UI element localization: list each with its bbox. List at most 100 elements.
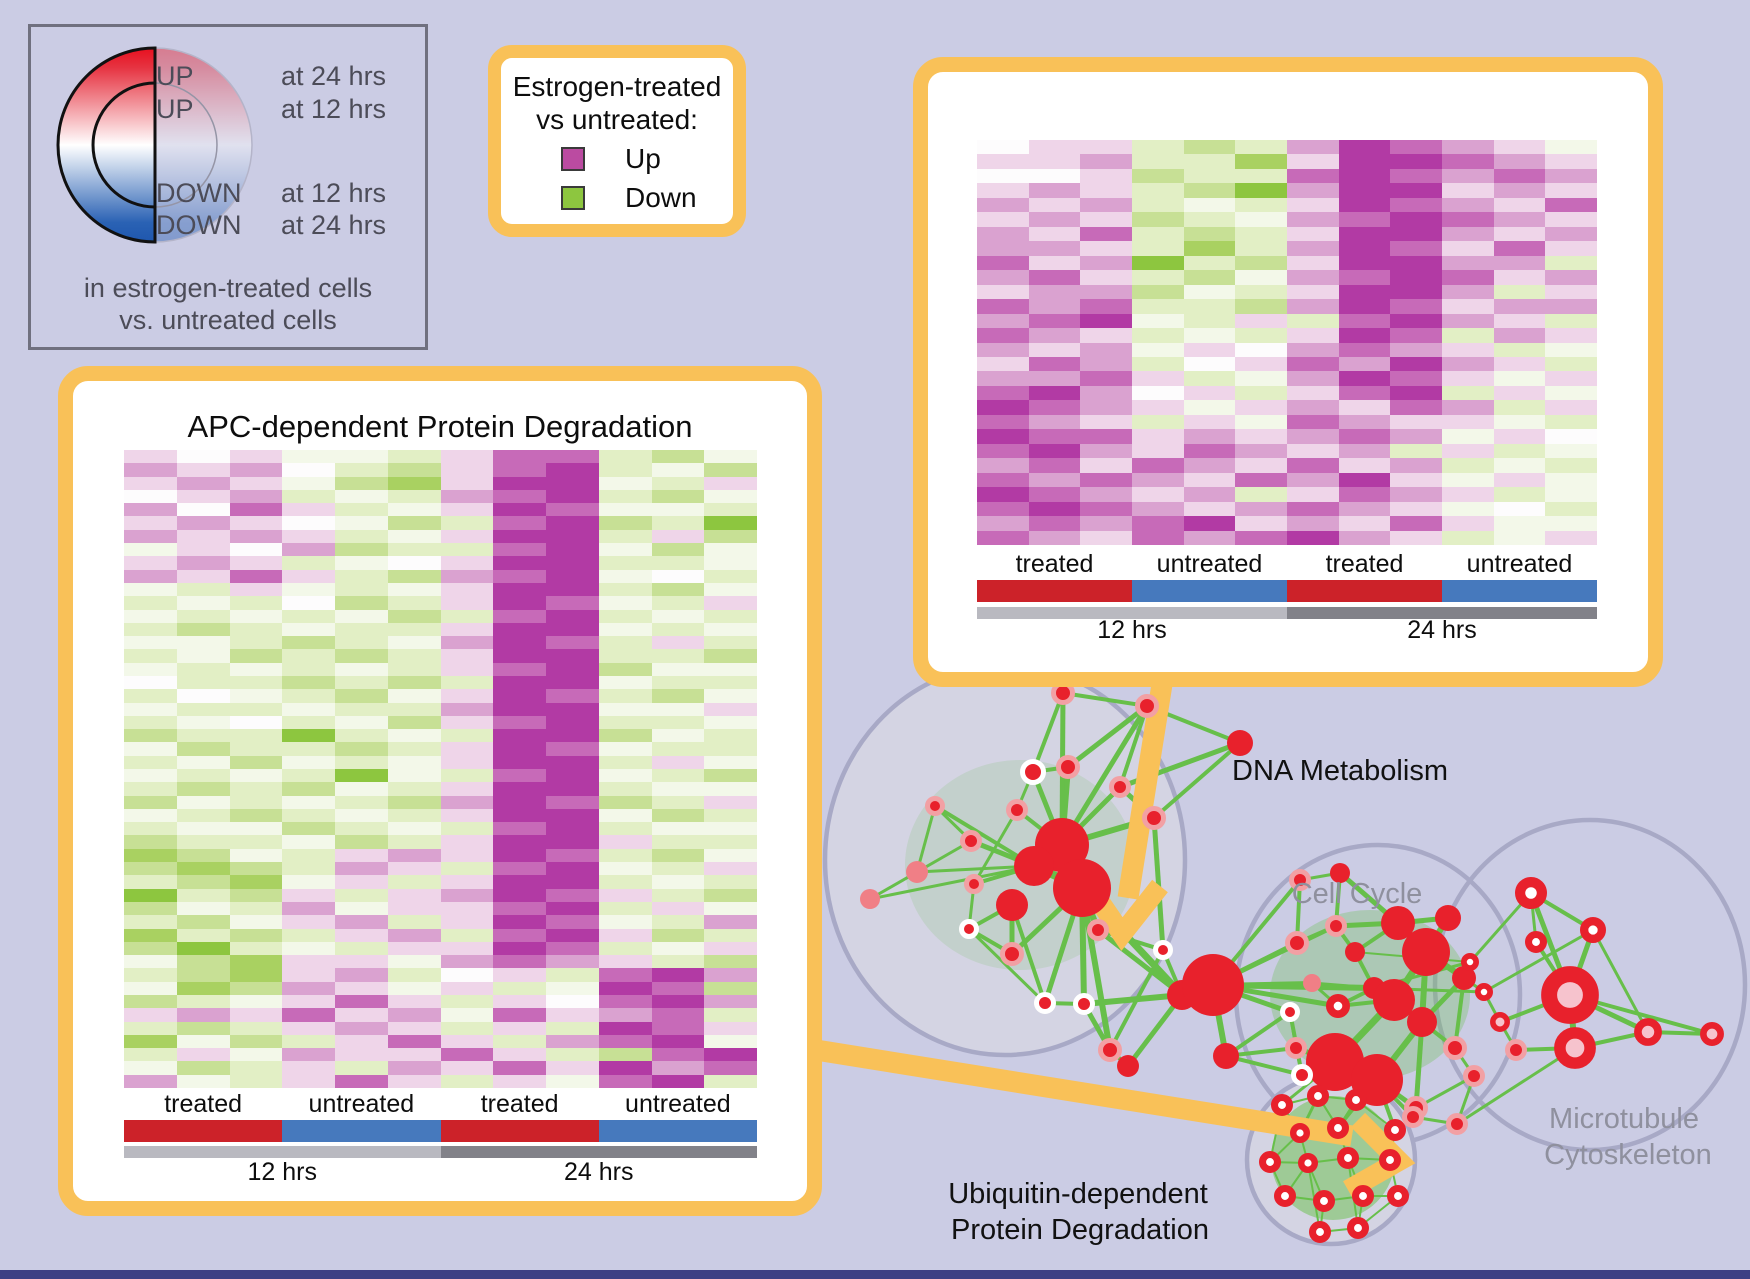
heatmap-cell [598, 994, 652, 1009]
heatmap-cell [1183, 197, 1236, 213]
heatmap-cell [1028, 400, 1081, 415]
heatmap-cell [1390, 270, 1442, 285]
heatmap-cell [546, 529, 599, 544]
network-node-pink-core [1554, 1027, 1596, 1069]
heatmap-cell [1132, 385, 1184, 401]
heatmap-cell [651, 529, 705, 544]
heatmap-cell [176, 596, 230, 610]
heatmap-cell [1080, 168, 1132, 184]
heatmap-cell [651, 888, 705, 902]
heatmap-cell [176, 755, 230, 769]
heatmap-cell [1493, 487, 1546, 502]
heatmap-cell [651, 622, 705, 637]
heatmap-cell [1493, 168, 1546, 184]
heatmap-cell [1235, 212, 1287, 227]
heatmap-cell [493, 689, 546, 703]
heatmap-cell [1338, 414, 1391, 430]
heatmap-cell [493, 556, 546, 570]
network-node-solid-red [996, 889, 1028, 921]
heatmap-cell [335, 888, 388, 902]
heatmap-cell [493, 503, 546, 517]
heatmap-cell [1442, 501, 1494, 517]
heatmap-cell [440, 994, 494, 1009]
heatmap-cell [176, 609, 230, 623]
heatmap-cell [282, 662, 335, 676]
network-node-pink-ring [1109, 776, 1131, 798]
heatmap-cell [1493, 530, 1546, 545]
heatmap-cell [387, 715, 441, 730]
heatmap-cell [1545, 516, 1597, 531]
heatmap-cell [229, 941, 283, 956]
heatmap-cell [229, 1021, 283, 1035]
heatmap-cell [651, 715, 705, 730]
heatmap-cell [704, 994, 757, 1009]
heatmap-cell [124, 981, 177, 995]
heatmap-cell [124, 729, 177, 743]
heatmap-cell [124, 1034, 177, 1049]
heatmap-cell [282, 955, 335, 969]
heatmap-cell [1442, 429, 1494, 444]
heatmap-cell [1545, 371, 1597, 386]
heatmap-cell [440, 915, 494, 929]
heatmap-cell [1183, 400, 1236, 415]
heatmap-cell [124, 928, 177, 942]
heatmap-cell [440, 609, 494, 623]
heatmap-cell [598, 795, 652, 809]
network-node-pink-ring [1325, 915, 1347, 937]
heatmap-cell [1028, 487, 1081, 502]
heatmap-cell [651, 994, 705, 1009]
heatmap-cell [546, 489, 599, 504]
heatmap-cell [229, 450, 283, 464]
network-edge [967, 927, 1047, 1005]
heatmap-cell [1390, 429, 1442, 444]
heatmap-cell [977, 197, 1029, 213]
heatmap-cell [977, 458, 1029, 473]
heatmap-cell [229, 755, 283, 769]
heatmap-cell [546, 822, 599, 836]
heatmap-cell [440, 742, 494, 756]
heatmap-cell [977, 255, 1029, 271]
network-node-pink-ring [1142, 806, 1166, 830]
network-edge [972, 809, 1019, 885]
network-node-pink-ring [964, 874, 984, 894]
heatmap-cell [493, 1074, 546, 1088]
heatmap-cell [598, 556, 652, 570]
heatmap-cell [1235, 516, 1287, 531]
arrow-apc-to-ubiquitin-shaft [814, 1039, 1354, 1147]
heatmap-cell [546, 795, 599, 809]
heatmap-cell [1390, 299, 1442, 314]
network-node-pink-ring [1446, 1113, 1468, 1135]
heatmap-cell [704, 875, 757, 889]
heatmap-cell [335, 529, 388, 544]
network-edge [1010, 904, 1047, 1004]
legend-down-24-time: at 24 hrs [281, 210, 387, 240]
heatmap-cell [1183, 284, 1236, 300]
heatmap-cell [1183, 487, 1236, 502]
heatmap-cell [282, 729, 335, 743]
heatmap-cell [1132, 328, 1184, 343]
microtubule-cluster [1432, 817, 1748, 1153]
network-node-pink-ring [1285, 1037, 1307, 1059]
heatmap-cell [1080, 487, 1132, 502]
heatmap-cell [1132, 168, 1184, 184]
heatmap-cell [1545, 168, 1597, 184]
heatmap-cell [704, 556, 757, 570]
heatmap-cell [493, 862, 546, 876]
heatmap-cell [176, 822, 230, 836]
heatmap-cell [387, 1021, 441, 1035]
heatmap-cell [651, 662, 705, 676]
heatmap-cell [176, 795, 230, 809]
network-node-donut [1307, 1085, 1330, 1108]
heatmap-cell [493, 941, 546, 956]
heatmap-cell [335, 994, 388, 1009]
heatmap-cell [1235, 226, 1287, 242]
network-node-solid-red [1014, 846, 1054, 886]
heatmap-cell [387, 955, 441, 969]
heatmap-cell [387, 968, 441, 982]
heatmap-cell [1545, 226, 1597, 242]
heatmap-cell [493, 729, 546, 743]
heatmap-cell [335, 463, 388, 477]
heatmap-cell [1080, 183, 1132, 198]
heatmap-cell [651, 968, 705, 982]
